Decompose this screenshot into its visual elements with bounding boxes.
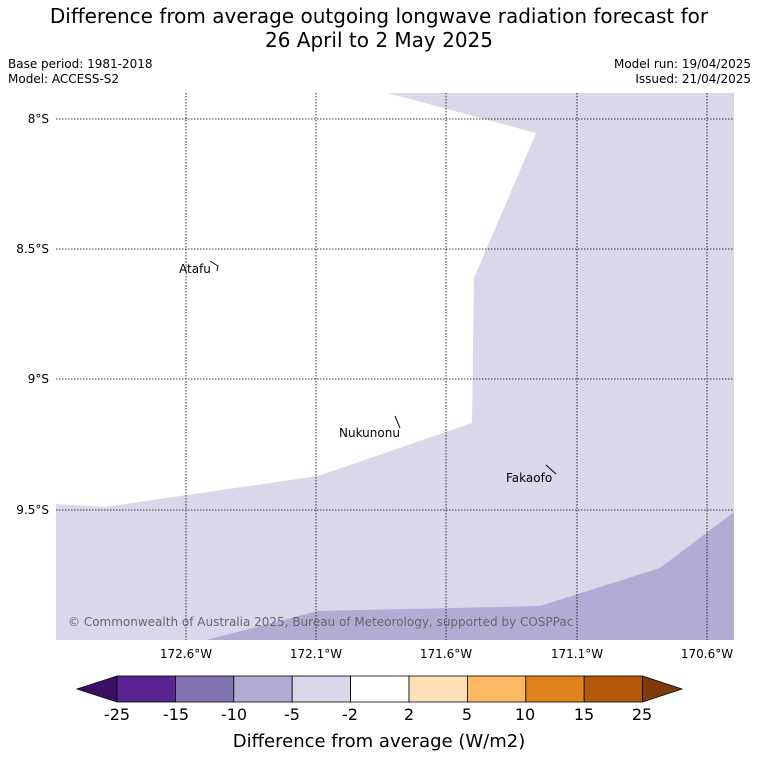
colorbar-segment-2 [174,675,235,703]
title-line-2: 26 April to 2 May 2025 [265,28,493,52]
model-run: Model run: 19/04/2025 [613,57,751,71]
coastlines [209,260,557,475]
lat-label-8s: 8°S [28,112,49,126]
colorbar-title: Difference from average (W/m2) [233,731,525,752]
colorbar-tick-8: 10 [515,705,535,724]
colorbar-tick-3: -10 [221,705,247,724]
meta-left: Base period: 1981-2018 Model: ACCESS-S2 [8,57,153,87]
base-period: Base period: 1981-2018 [8,57,153,71]
atafu-coastline [209,260,219,272]
lat-label-8-5s: 8.5°S [16,242,49,256]
meta-right: Model run: 19/04/2025 Issued: 21/04/2025 [614,57,751,87]
gridlines [56,93,734,640]
lon-label-172-1w: 172.1°W [290,647,342,661]
colorbar-tick-2: -15 [163,705,189,724]
title-line-1: Difference from average outgoing longwav… [49,4,709,28]
map-panel: Atafu Nukunonu Fakaofo © Commonwealth of… [56,93,734,640]
issued-date: Issued: 21/04/2025 [635,72,751,86]
colorbar-segment-8 [525,675,585,703]
lon-label-171-6w: 171.6°W [420,647,472,661]
place-label-fakaofo: Fakaofo [506,471,552,485]
lat-label-9-5s: 9.5°S [16,503,49,517]
nukunonu-coastline [394,415,401,429]
colorbar-segment-5 [350,675,410,703]
colorbar-tick-1: -25 [104,705,130,724]
copyright-notice: © Commonwealth of Australia 2025, Bureau… [68,615,573,629]
colorbar-segment-6 [408,675,468,703]
place-label-nukunonu: Nukunonu [339,426,400,440]
colorbar-extend-high [642,675,684,703]
colorbar-tick-5: -2 [342,705,358,724]
colorbar-extend-low [75,675,118,703]
lat-label-9s: 9°S [28,372,49,386]
model-name: Model: ACCESS-S2 [8,72,120,86]
map-title: Difference from average outgoing longwav… [0,4,758,52]
region-minus5-to-minus2 [56,93,734,640]
lon-label-171-1w: 171.1°W [551,647,603,661]
colorbar-tick-4: -5 [284,705,300,724]
colorbar [75,675,684,703]
colorbar-tick-10: 25 [632,705,652,724]
colorbar-tick-9: 15 [574,705,594,724]
colorbar-segment-7 [466,675,527,703]
colorbar-tick-6: 2 [404,705,414,724]
region-minus10-to-minus5 [206,512,734,640]
place-label-atafu: Atafu [179,262,211,276]
colorbar-segment-1 [116,675,176,703]
lon-label-172-6w: 172.6°W [160,647,212,661]
colorbar-segment-9 [583,675,644,703]
fakaofo-coastline [545,464,557,475]
colorbar-segment-4 [291,675,352,703]
lon-label-170-6w: 170.6°W [681,647,733,661]
colorbar-tick-7: 5 [462,705,472,724]
colorbar-segment-3 [233,675,293,703]
